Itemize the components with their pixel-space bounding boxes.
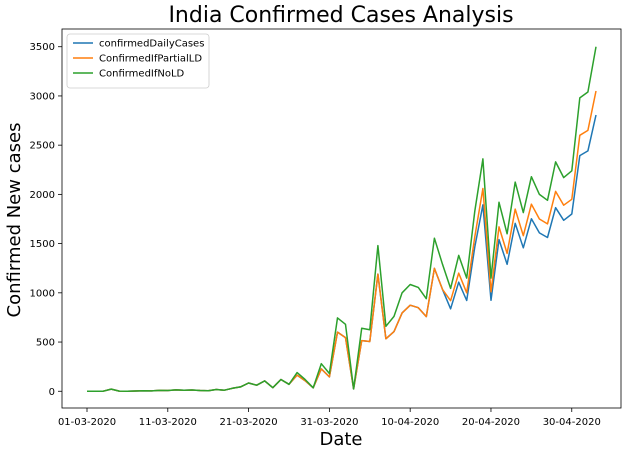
series-line-0 <box>86 114 597 393</box>
legend-label: ConfirmedIfNoLD <box>99 69 185 80</box>
y-tick-label: 2500 <box>30 141 55 152</box>
x-tick-label: 11-03-2020 <box>139 417 197 428</box>
chart-title: India Confirmed Cases Analysis <box>168 3 513 28</box>
legend: confirmedDailyCases ConfirmedIfPartialLD C… <box>66 33 210 89</box>
x-axis-label: Date <box>319 429 362 450</box>
series-line-2 <box>86 46 597 393</box>
series-line-1 <box>86 90 597 393</box>
x-tick-label: 01-03-2020 <box>58 417 116 428</box>
y-tick-label: 2000 <box>30 190 55 201</box>
legend-label: confirmedDailyCases <box>99 39 204 50</box>
legend-box <box>66 33 210 89</box>
x-tick-label: 10-04-2020 <box>381 417 439 428</box>
y-tick-label: 0 <box>49 387 55 398</box>
x-tick-label: 21-03-2020 <box>220 417 278 428</box>
y-axis-label: Confirmed New cases <box>4 123 25 318</box>
y-tick-label: 1500 <box>30 239 55 250</box>
ticks-layer: 0 500 1000 1500 2000 2500 3000 3500 01-03-2020 11… <box>30 42 601 428</box>
y-tick-label: 1000 <box>30 288 55 299</box>
y-tick-label: 500 <box>36 338 55 349</box>
x-tick-label: 20-04-2020 <box>462 417 520 428</box>
x-tick-label: 30-04-2020 <box>543 417 601 428</box>
y-tick-label: 3500 <box>30 42 55 53</box>
series-layer <box>86 46 597 393</box>
legend-label: ConfirmedIfPartialLD <box>99 54 202 65</box>
y-tick-label: 3000 <box>30 91 55 102</box>
plot-frame <box>61 28 622 409</box>
x-tick-label: 31-03-2020 <box>300 417 358 428</box>
